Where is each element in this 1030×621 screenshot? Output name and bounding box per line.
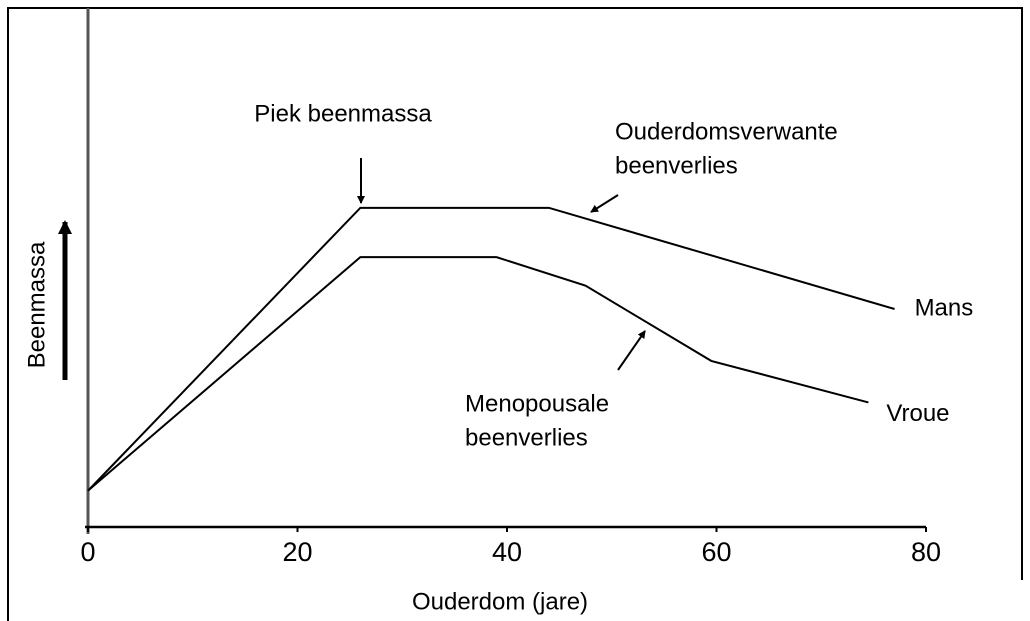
data-line xyxy=(87,206,895,492)
x-tick-label: 20 xyxy=(282,537,312,567)
data-line xyxy=(87,256,869,492)
annotation-arrow xyxy=(617,330,646,371)
x-tick-label: 40 xyxy=(492,537,522,567)
series-label: Vroue xyxy=(886,400,949,427)
x-tick-label: 80 xyxy=(911,537,941,567)
x-tick-label: 0 xyxy=(80,537,95,567)
frame xyxy=(7,7,1023,621)
annotation: beenverlies xyxy=(615,152,738,179)
annotation: Menopousale xyxy=(465,390,609,417)
annotation: Piek beenmassa xyxy=(254,100,432,127)
x-axis-label: Ouderdom (jare) xyxy=(412,588,588,615)
x-tick-label: 60 xyxy=(701,537,731,567)
annotation: Ouderdomsverwante xyxy=(615,118,838,145)
annotation-arrow xyxy=(590,194,619,213)
annotation: beenverlies xyxy=(465,424,588,451)
series-label: Mans xyxy=(915,294,974,321)
y-axis-label: Beenmassa xyxy=(23,241,50,368)
